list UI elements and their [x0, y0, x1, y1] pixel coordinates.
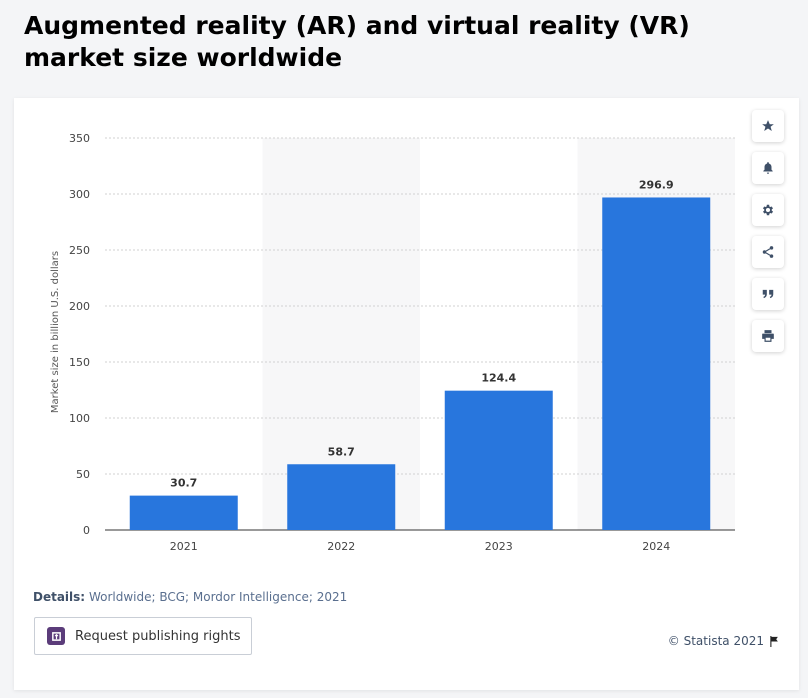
y-tick-label: 350: [69, 132, 90, 145]
y-tick-label: 250: [69, 244, 90, 257]
details-line: Details: Worldwide; BCG; Mordor Intellig…: [33, 590, 347, 604]
copyright-text: © Statista 2021: [667, 634, 764, 648]
star-icon: [762, 120, 774, 131]
publish-button-label: Request publishing rights: [75, 628, 241, 644]
x-tick-label: 2022: [327, 540, 355, 553]
details-text[interactable]: Worldwide; BCG; Mordor Intelligence; 202…: [88, 590, 348, 604]
bar-2023: [444, 390, 553, 530]
details-label: Details:: [33, 590, 86, 604]
bar-2024: [602, 197, 711, 531]
share-button[interactable]: [752, 236, 784, 268]
x-tick-label: 2023: [485, 540, 513, 553]
y-tick-label: 0: [83, 524, 90, 537]
data-label: 30.7: [170, 477, 197, 490]
gear-icon: [762, 204, 774, 216]
x-tick-label: 2021: [170, 540, 198, 553]
chart-toolbar: [752, 110, 786, 362]
y-axis-label: Market size in billion U.S. dollars: [50, 251, 61, 413]
y-tick-label: 150: [69, 356, 90, 369]
page-title: Augmented reality (AR) and virtual reali…: [24, 11, 690, 72]
request-publishing-rights-button[interactable]: Request publishing rights: [34, 617, 253, 655]
copyright[interactable]: © Statista 2021: [668, 634, 779, 648]
y-tick-label: 300: [69, 188, 90, 201]
x-tick-label: 2024: [642, 540, 670, 553]
chart-card: 0 50 100 150 200 250 300 350 30.7 2021 58.7 2022 124…: [14, 98, 799, 690]
data-label: 58.7: [328, 445, 355, 458]
y-tick-label: 100: [69, 412, 90, 425]
bell-icon: [763, 162, 773, 174]
share-icon: [762, 246, 774, 258]
print-button[interactable]: [752, 320, 784, 352]
print-icon: [762, 330, 774, 342]
settings-button[interactable]: [752, 194, 784, 226]
publish-icon: [47, 627, 65, 645]
y-tick-label: 50: [76, 468, 90, 481]
data-label: 124.4: [481, 372, 516, 385]
bar-2022: [287, 464, 396, 530]
data-label: 296.9: [639, 178, 674, 191]
favorite-button[interactable]: [752, 110, 784, 142]
notification-button[interactable]: [752, 152, 784, 184]
cite-button[interactable]: [752, 278, 784, 310]
bar-chart: 0 50 100 150 200 250 300 350 30.7 2021 58.7 2022 124…: [50, 132, 735, 553]
flag-icon: [770, 635, 778, 647]
y-tick-label: 200: [69, 300, 90, 313]
quote-icon: [762, 289, 774, 299]
bar-2021: [129, 495, 238, 530]
